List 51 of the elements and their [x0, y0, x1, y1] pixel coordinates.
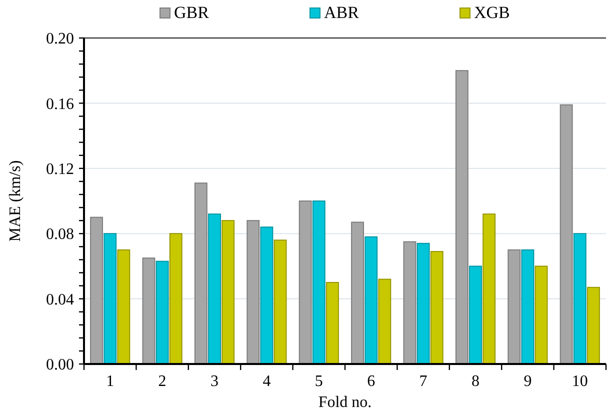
- bar: [326, 282, 339, 364]
- bar: [90, 216, 103, 364]
- x-tick-label: 7: [419, 373, 428, 390]
- bar: [156, 260, 169, 364]
- y-tick-label: 0.12: [46, 161, 74, 178]
- bar: [246, 220, 260, 364]
- bar: [430, 251, 444, 364]
- bar: [169, 233, 182, 364]
- bar: [104, 233, 117, 364]
- x-axis-title: Fold no.: [318, 394, 372, 411]
- x-tick-label: 1: [106, 373, 114, 390]
- y-tick-label: 0.08: [46, 226, 74, 244]
- x-tick-label: 6: [367, 373, 376, 390]
- bar: [208, 214, 221, 364]
- x-tick-label: 9: [524, 373, 532, 390]
- y-tick-label: 0.20: [46, 30, 74, 48]
- bar: [222, 220, 235, 364]
- x-tick-label: 5: [314, 373, 323, 390]
- bar: [351, 222, 364, 364]
- bar: [364, 236, 378, 364]
- bar: [312, 200, 326, 364]
- bar: [142, 258, 156, 364]
- bar: [521, 249, 534, 364]
- y-tick-label: 0.04: [46, 291, 74, 308]
- bar: [508, 249, 521, 364]
- bar: [298, 200, 312, 364]
- bar: [378, 278, 392, 364]
- bar: [194, 182, 208, 364]
- y-tick-label: 0.16: [46, 96, 74, 113]
- bar: [416, 242, 430, 364]
- bar: [403, 241, 416, 364]
- legend-label: GBR: [174, 3, 210, 22]
- bar: [534, 266, 548, 364]
- bar: [560, 104, 573, 364]
- x-tick-label: 8: [472, 373, 480, 390]
- x-tick-label: 10: [572, 373, 588, 390]
- legend-label: ABR: [324, 3, 360, 22]
- bar: [274, 240, 287, 364]
- bar: [455, 70, 468, 364]
- y-tick-label: 0.00: [46, 356, 74, 374]
- bar: [573, 233, 586, 364]
- bar: [482, 214, 496, 364]
- x-tick-label: 2: [158, 373, 166, 390]
- bar: [587, 286, 600, 364]
- bar: [469, 266, 482, 364]
- x-tick-label: 4: [262, 373, 271, 390]
- bar: [117, 249, 130, 364]
- bar: [260, 226, 274, 364]
- y-axis-title: MAE (km/s): [7, 160, 24, 242]
- x-tick-label: 3: [210, 373, 218, 390]
- legend-label: XGB: [474, 3, 510, 22]
